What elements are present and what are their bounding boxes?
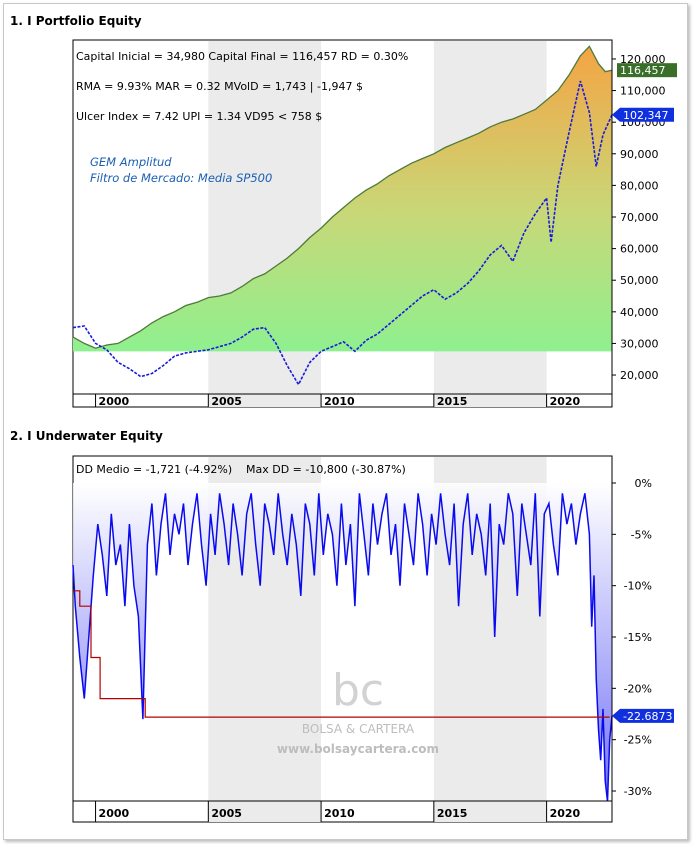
y-tick-label-1-4: 60,000 <box>620 243 659 256</box>
benchmark-line <box>72 80 613 387</box>
watermark-line1: BOLSA & CARTERA <box>302 722 415 736</box>
y-tick-label-1-6: 80,000 <box>620 179 659 192</box>
y-tick-label-2-6: -30% <box>624 785 652 798</box>
y-tick-label-1-0: 20,000 <box>620 369 659 382</box>
stats-line-2-1: Max DD = -10,800 (-30.87%) <box>246 463 406 476</box>
y-tick-label-2-3: -15% <box>624 631 652 644</box>
x-tick-label-1-2: 2010 <box>324 395 355 408</box>
stats-line-1-2: Ulcer Index = 7.42 UPI = 1.34 VD95 < 758… <box>76 110 322 123</box>
stats-line-1-1: RMA = 9.93% MAR = 0.32 MVolD = 1,743 | -… <box>76 80 363 93</box>
y-tick-label-1-10: 120,000 <box>620 53 666 66</box>
y-tick-label-1-1: 30,000 <box>620 337 659 350</box>
x-tick-label-1-3: 2015 <box>437 395 468 408</box>
equity-line <box>72 45 613 349</box>
x-tick-label-2-0: 2000 <box>99 807 130 820</box>
x-tick-label-1-4: 2020 <box>550 395 581 408</box>
equity-final-badge-label: 116,457 <box>620 64 666 77</box>
strategy-annotation-1: Filtro de Mercado: Media SP500 <box>90 171 272 185</box>
y-tick-label-1-9: 110,000 <box>620 85 666 98</box>
x-tick-label-2-4: 2020 <box>550 807 581 820</box>
watermark-logo: bc <box>332 665 384 716</box>
equity-area <box>73 46 612 352</box>
max-drawdown-line <box>73 590 610 718</box>
strategy-annotation-0: GEM Amplitud <box>90 155 172 169</box>
y-tick-label-2-1: -5% <box>631 528 652 541</box>
watermark-line2: www.bolsaycartera.com <box>277 742 439 756</box>
shaded-period-0 <box>208 41 322 407</box>
drawdown-current-badge <box>612 708 674 723</box>
y-tick-label-1-7: 90,000 <box>620 148 659 161</box>
y-tick-label-2-0: 0% <box>635 477 652 490</box>
y-tick-label-2-2: -10% <box>624 580 652 593</box>
benchmark-final-badge-label: 102,347 <box>623 109 669 122</box>
equity-final-badge <box>617 63 677 78</box>
x-tick-label-2-2: 2010 <box>324 807 355 820</box>
y-tick-label-1-3: 50,000 <box>620 274 659 287</box>
drawdown-line <box>72 493 613 802</box>
stats-line-2-0: DD Medio = -1,721 (-4.92%) <box>76 463 232 476</box>
x-tick-label-2-3: 2015 <box>437 807 468 820</box>
section-title-portfolio-equity: 1. I Portfolio Equity <box>10 14 142 28</box>
y-tick-label-2-5: -25% <box>624 734 652 747</box>
benchmark-final-badge <box>612 107 674 122</box>
drawdown-area <box>73 483 612 802</box>
x-tick-label-2-1: 2005 <box>211 807 242 820</box>
y-tick-label-1-5: 70,000 <box>620 211 659 224</box>
x-tick-label-1-0: 2000 <box>99 395 130 408</box>
x-tick-label-1-1: 2005 <box>211 395 242 408</box>
section-title-underwater-equity: 2. I Underwater Equity <box>10 429 163 443</box>
drawdown-current-badge-label: -22.6873 <box>623 710 672 723</box>
y-tick-label-2-4: -20% <box>624 682 652 695</box>
y-tick-label-1-2: 40,000 <box>620 306 659 319</box>
stats-line-1-0: Capital Inicial = 34,980 Capital Final =… <box>76 50 408 63</box>
